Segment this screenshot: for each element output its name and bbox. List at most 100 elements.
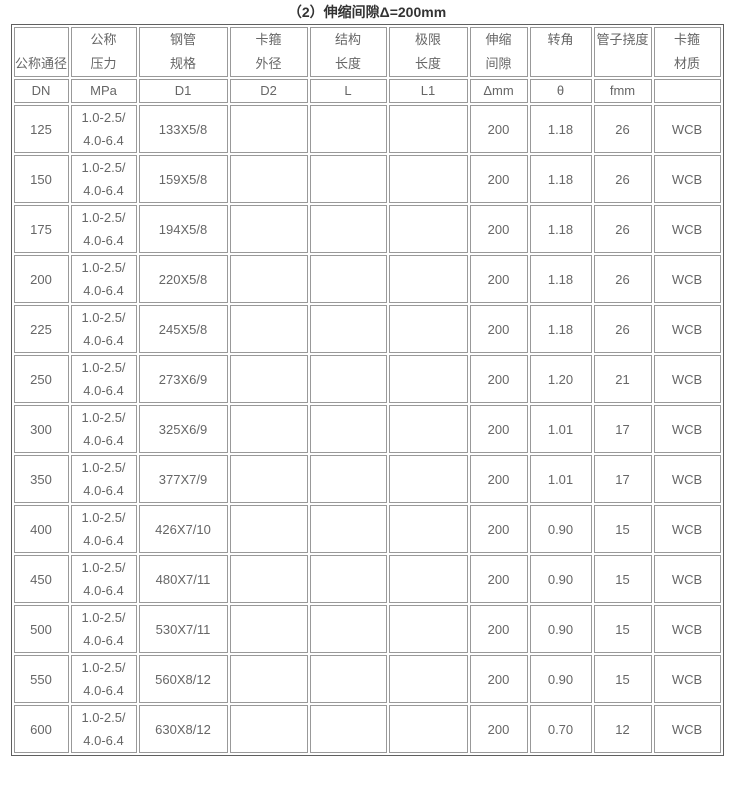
- header-line: 材质: [673, 56, 700, 71]
- unit-clamp-od: D2: [229, 79, 308, 103]
- table-row: 200 1.0-2.5/4.0-6.4 220X5/8 200 1.18 26 WCB: [13, 255, 721, 303]
- header-row-names: 公称通径 公称 压力 钢管 规格 卡箍 外径 结构 长度: [13, 27, 721, 77]
- table-row: 600 1.0-2.5/4.0-6.4 630X8/12 200 0.70 12 WCB: [13, 705, 721, 753]
- unit-nominal-pressure: MPa: [70, 79, 137, 103]
- cell-expansion-gap: 200: [469, 655, 528, 703]
- cell-structure-length: [309, 205, 387, 253]
- cell-pipe-deflection: 21: [593, 355, 652, 403]
- pressure-line: 4.0-6.4: [83, 383, 124, 398]
- cell-dn: 250: [13, 355, 69, 403]
- cell-structure-length: [309, 655, 387, 703]
- cell-clamp-material: WCB: [653, 455, 721, 503]
- pressure-line: 1.0-2.5/: [81, 460, 126, 475]
- cell-expansion-gap: 200: [469, 455, 528, 503]
- cell-pressure: 1.0-2.5/4.0-6.4: [70, 255, 137, 303]
- table-row: 225 1.0-2.5/4.0-6.4 245X5/8 200 1.18 26 WCB: [13, 305, 721, 353]
- cell-structure-length: [309, 605, 387, 653]
- header-line: 公称: [90, 32, 117, 47]
- page: （2）伸缩间隙Δ=200mm 公称通径 公称 压力 钢管 规格: [10, 4, 724, 756]
- cell-pipe-spec: 426X7/10: [138, 505, 228, 553]
- header-structure-length: 结构 长度: [309, 27, 387, 77]
- cell-rotation-angle: 1.01: [529, 405, 592, 453]
- unit-structure-length: L: [309, 79, 387, 103]
- cell-expansion-gap: 200: [469, 505, 528, 553]
- cell-pipe-deflection: 17: [593, 455, 652, 503]
- table-row: 500 1.0-2.5/4.0-6.4 530X7/11 200 0.90 15 WCB: [13, 605, 721, 653]
- cell-limit-length: [388, 355, 468, 403]
- pressure-line: 4.0-6.4: [83, 133, 124, 148]
- unit-clamp-material: [653, 79, 721, 103]
- header-clamp-od: 卡箍 外径: [229, 27, 308, 77]
- cell-pipe-spec: 325X6/9: [138, 405, 228, 453]
- cell-pressure: 1.0-2.5/4.0-6.4: [70, 505, 137, 553]
- cell-pipe-spec: 560X8/12: [138, 655, 228, 703]
- cell-dn: 125: [13, 105, 69, 153]
- cell-structure-length: [309, 305, 387, 353]
- header-clamp-material: 卡箍 材质: [653, 27, 721, 77]
- cell-rotation-angle: 0.90: [529, 605, 592, 653]
- cell-expansion-gap: 200: [469, 605, 528, 653]
- cell-limit-length: [388, 255, 468, 303]
- cell-rotation-angle: 1.01: [529, 455, 592, 503]
- cell-pipe-deflection: 12: [593, 705, 652, 753]
- header-line: 卡箍: [673, 32, 700, 47]
- header-line: 长度: [334, 56, 361, 71]
- cell-limit-length: [388, 505, 468, 553]
- header-row-units: DN MPa D1 D2 L L1 Δmm θ fmm: [13, 79, 721, 103]
- pressure-line: 4.0-6.4: [83, 483, 124, 498]
- cell-limit-length: [388, 605, 468, 653]
- cell-structure-length: [309, 105, 387, 153]
- cell-expansion-gap: 200: [469, 205, 528, 253]
- cell-expansion-gap: 200: [469, 155, 528, 203]
- cell-rotation-angle: 0.90: [529, 505, 592, 553]
- cell-clamp-od: [229, 455, 308, 503]
- header-line: 管子挠度: [596, 32, 649, 47]
- cell-dn: 450: [13, 555, 69, 603]
- pressure-line: 1.0-2.5/: [81, 710, 126, 725]
- table-row: 150 1.0-2.5/4.0-6.4 159X5/8 200 1.18 26 WCB: [13, 155, 721, 203]
- cell-clamp-material: WCB: [653, 255, 721, 303]
- unit-pipe-spec: D1: [138, 79, 228, 103]
- header-line: 长度: [414, 56, 441, 71]
- cell-dn: 200: [13, 255, 69, 303]
- cell-expansion-gap: 200: [469, 405, 528, 453]
- cell-pressure: 1.0-2.5/4.0-6.4: [70, 705, 137, 753]
- cell-rotation-angle: 0.90: [529, 555, 592, 603]
- cell-dn: 225: [13, 305, 69, 353]
- cell-pipe-spec: 220X5/8: [138, 255, 228, 303]
- cell-pipe-deflection: 17: [593, 405, 652, 453]
- cell-pipe-deflection: 15: [593, 505, 652, 553]
- header-line: 结构: [334, 32, 361, 47]
- pressure-line: 1.0-2.5/: [81, 560, 126, 575]
- header-rotation-angle: 转角: [529, 27, 592, 77]
- pressure-line: 1.0-2.5/: [81, 410, 126, 425]
- table-row: 450 1.0-2.5/4.0-6.4 480X7/11 200 0.90 15 WCB: [13, 555, 721, 603]
- header-limit-length: 极限 长度: [388, 27, 468, 77]
- cell-clamp-material: WCB: [653, 655, 721, 703]
- cell-pressure: 1.0-2.5/4.0-6.4: [70, 205, 137, 253]
- unit-rotation-angle: θ: [529, 79, 592, 103]
- cell-clamp-od: [229, 505, 308, 553]
- pressure-line: 4.0-6.4: [83, 683, 124, 698]
- header-line: 卡箍: [255, 32, 282, 47]
- table-row: 175 1.0-2.5/4.0-6.4 194X5/8 200 1.18 26 WCB: [13, 205, 721, 253]
- table-row: 300 1.0-2.5/4.0-6.4 325X6/9 200 1.01 17 WCB: [13, 405, 721, 453]
- cell-clamp-od: [229, 355, 308, 403]
- pressure-line: 1.0-2.5/: [81, 110, 126, 125]
- cell-limit-length: [388, 705, 468, 753]
- cell-pressure: 1.0-2.5/4.0-6.4: [70, 355, 137, 403]
- cell-structure-length: [309, 155, 387, 203]
- cell-pipe-deflection: 26: [593, 255, 652, 303]
- cell-pipe-spec: 133X5/8: [138, 105, 228, 153]
- table-row: 125 1.0-2.5/4.0-6.4 133X5/8 200 1.18 26 WCB: [13, 105, 721, 153]
- cell-limit-length: [388, 405, 468, 453]
- cell-clamp-od: [229, 605, 308, 653]
- cell-expansion-gap: 200: [469, 305, 528, 353]
- table-row: 250 1.0-2.5/4.0-6.4 273X6/9 200 1.20 21 WCB: [13, 355, 721, 403]
- cell-limit-length: [388, 105, 468, 153]
- cell-structure-length: [309, 255, 387, 303]
- header-expansion-gap: 伸缩 间隙: [469, 27, 528, 77]
- cell-expansion-gap: 200: [469, 355, 528, 403]
- header-line: 外径: [255, 56, 282, 71]
- cell-rotation-angle: 1.18: [529, 305, 592, 353]
